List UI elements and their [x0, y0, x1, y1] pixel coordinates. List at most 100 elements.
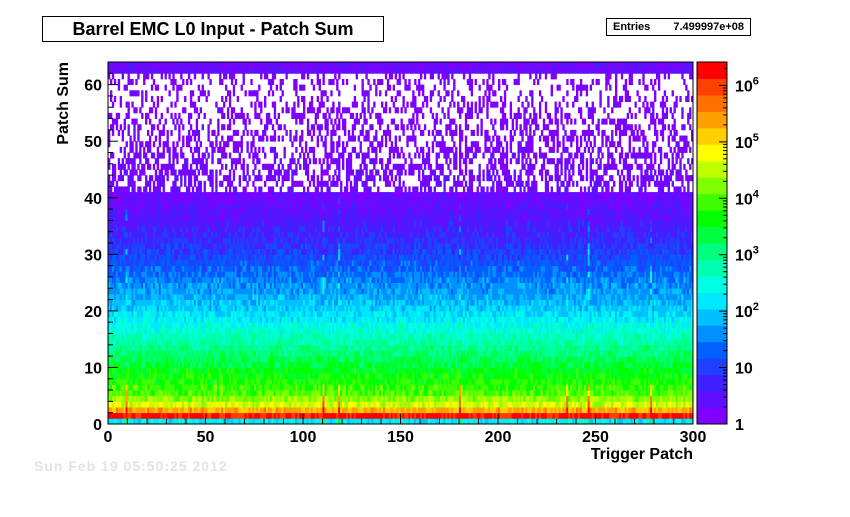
heatmap-cell [646, 418, 649, 425]
heatmap-cell [108, 395, 111, 402]
heatmap-cell [546, 356, 550, 363]
heatmap-cell [589, 395, 592, 402]
heatmap-cell [552, 418, 555, 425]
heatmap-cell [301, 339, 304, 346]
heatmap-cell [283, 390, 286, 397]
heatmap-cell [193, 418, 197, 425]
heatmap-cell [591, 356, 594, 363]
heatmap-cell [455, 401, 458, 408]
heatmap-cell [345, 373, 349, 380]
heatmap-cell [340, 350, 343, 357]
heatmap-cell [435, 378, 438, 385]
heatmap-cell [371, 418, 374, 425]
heatmap-cell [211, 356, 214, 363]
heatmap-cell [494, 367, 497, 374]
heatmap-cell [182, 344, 185, 351]
heatmap-cell [671, 412, 674, 419]
heatmap-cell [583, 390, 587, 397]
heatmap-cell [357, 344, 360, 351]
heatmap-cell [542, 350, 546, 357]
heatmap-cell [498, 367, 501, 374]
heatmap-cell [496, 344, 499, 351]
heatmap-cell [363, 401, 366, 408]
heatmap-cell [392, 407, 396, 414]
heatmap-cell [480, 373, 483, 380]
heatmap-cell [418, 373, 421, 380]
heatmap-cell [150, 350, 154, 357]
heatmap-cell [203, 373, 206, 380]
heatmap-cell [137, 390, 140, 397]
heatmap-cell [679, 367, 682, 374]
heatmap-cell [654, 395, 657, 402]
heatmap-cell [523, 418, 526, 425]
heatmap-cell [273, 390, 277, 397]
heatmap-cell [439, 418, 442, 425]
heatmap-cell [626, 407, 630, 414]
heatmap-cell [326, 418, 329, 425]
heatmap-cell [119, 367, 123, 374]
heatmap-cell [400, 401, 403, 408]
heatmap-cell [334, 395, 337, 402]
heatmap-cell [230, 350, 234, 357]
heatmap-cell [587, 356, 591, 363]
heatmap-cell [593, 361, 596, 368]
heatmap-cell [601, 344, 604, 351]
heatmap-cell [135, 390, 138, 397]
heatmap-cell [513, 401, 516, 408]
heatmap-cell [540, 356, 544, 363]
heatmap-cell [377, 390, 380, 397]
heatmap-cell [607, 373, 610, 380]
heatmap-cell [433, 401, 436, 408]
heatmap-cell [462, 356, 466, 363]
heatmap-cell [234, 390, 238, 397]
heatmap-cell [661, 373, 665, 380]
heatmap-cell [139, 344, 142, 351]
heatmap-cell [521, 378, 524, 385]
heatmap-cell [455, 373, 458, 380]
heatmap-cell [476, 367, 479, 374]
heatmap-cell [447, 344, 450, 351]
heatmap-cell [540, 361, 544, 368]
heatmap-cell [544, 361, 548, 368]
heatmap-cell [406, 395, 409, 402]
heatmap-cell [677, 344, 680, 351]
heatmap-cell [390, 412, 394, 419]
heatmap-cell [125, 407, 128, 414]
heatmap-cell [322, 367, 325, 374]
heatmap-cell [304, 339, 308, 346]
heatmap-cell [111, 344, 115, 351]
heatmap-cell [423, 378, 427, 385]
heatmap-cell [673, 390, 676, 397]
heatmap-cell [675, 361, 678, 368]
heatmap-cell [283, 378, 286, 385]
heatmap-cell [310, 373, 314, 380]
heatmap-cell [226, 367, 230, 374]
heatmap-cell [375, 407, 378, 414]
heatmap-cell [603, 367, 606, 374]
heatmap-cell [509, 390, 513, 397]
heatmap-cell [371, 373, 374, 380]
heatmap-cell [515, 344, 518, 351]
heatmap-cell [579, 390, 583, 397]
heatmap-cell [687, 356, 690, 363]
heatmap-cell [451, 367, 454, 374]
heatmap-cell [595, 344, 598, 351]
heatmap-cell [616, 350, 620, 357]
heatmap-cell [373, 373, 376, 380]
heatmap-cell [301, 356, 304, 363]
heatmap-cell [646, 390, 649, 397]
heatmap-cell [585, 407, 589, 414]
heatmap-cell [137, 373, 140, 380]
heatmap-cell [546, 384, 550, 391]
heatmap-cell [634, 361, 637, 368]
heatmap-cell [437, 401, 440, 408]
heatmap-cell [472, 378, 475, 385]
heatmap-cell [316, 367, 319, 374]
heatmap-cell [164, 395, 167, 402]
heatmap-cell [466, 367, 470, 374]
heatmap-cell [318, 407, 321, 414]
heatmap-cell [248, 361, 251, 368]
heatmap-cell [265, 339, 269, 346]
heatmap-cell [111, 361, 115, 368]
heatmap-cell [277, 339, 280, 346]
